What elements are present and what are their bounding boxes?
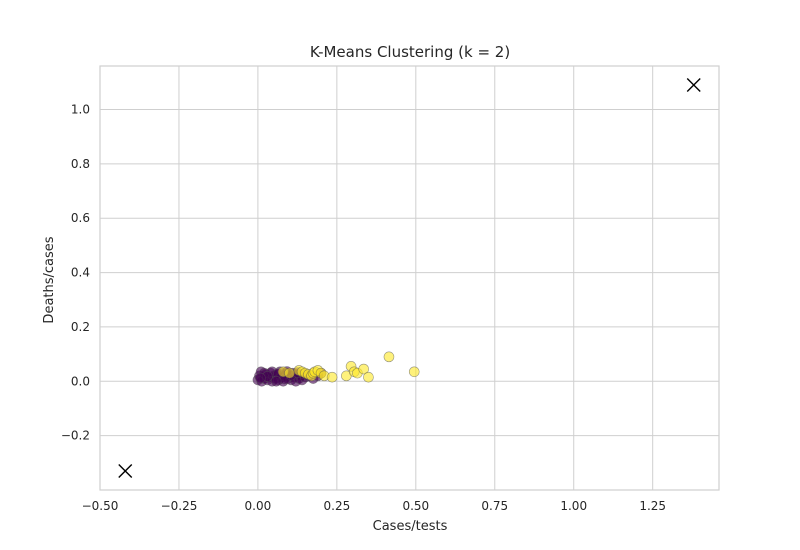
- x-tick-label: 0.50: [402, 499, 429, 513]
- data-points: [252, 351, 420, 387]
- data-point: [363, 371, 374, 383]
- data-point: [284, 367, 295, 379]
- x-tick-label: 0.25: [324, 499, 351, 513]
- x-axis-label: Cases/tests: [373, 519, 448, 534]
- data-point: [255, 372, 266, 384]
- data-point: [358, 363, 370, 375]
- data-point: [408, 366, 420, 378]
- y-axis: −0.2 0.0 0.2 0.4 0.6 0.8 1.0: [61, 102, 90, 442]
- y-tick-label: 1.0: [71, 102, 90, 116]
- y-tick-label: 0.0: [71, 374, 90, 388]
- x-axis: −0.50 −0.25 0.00 0.25 0.50 0.75 1.00 1.25: [82, 499, 666, 513]
- centroids: [118, 78, 701, 478]
- y-tick-label: 0.4: [71, 266, 90, 280]
- data-point: [326, 371, 338, 383]
- y-tick-label: 0.8: [71, 157, 90, 171]
- plot-frame: [99, 65, 720, 491]
- y-tick-label: 0.6: [71, 211, 90, 225]
- centroid-marker: [686, 78, 701, 93]
- centroid-marker: [118, 463, 133, 478]
- chart-title: K-Means Clustering (k = 2): [310, 43, 510, 61]
- data-point: [270, 375, 282, 387]
- y-tick-label: 0.2: [71, 320, 90, 334]
- x-tick-label: 0.00: [245, 499, 272, 513]
- x-tick-label: 1.25: [639, 499, 666, 513]
- y-axis-label: Deaths/cases: [42, 236, 57, 323]
- x-tick-label: −0.50: [82, 499, 119, 513]
- x-tick-label: 1.00: [560, 499, 587, 513]
- x-tick-label: −0.25: [161, 499, 198, 513]
- y-tick-label: −0.2: [61, 429, 90, 443]
- grid: [99, 66, 719, 490]
- x-tick-label: 0.75: [481, 499, 508, 513]
- data-point: [383, 351, 395, 363]
